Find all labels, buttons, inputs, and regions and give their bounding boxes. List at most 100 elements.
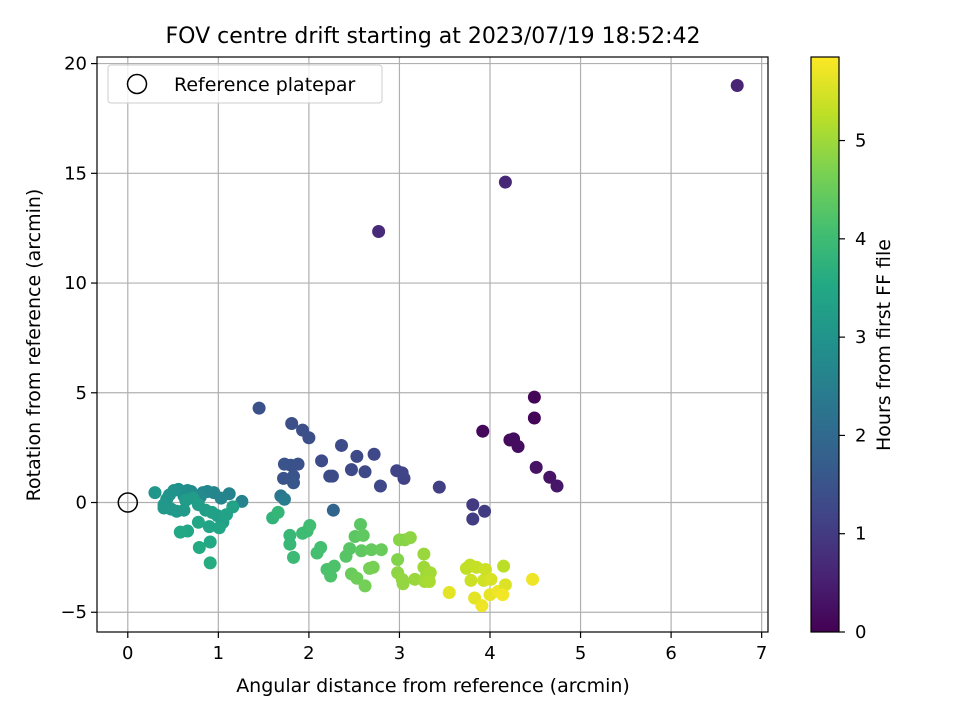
colorbar-tick-label: 4	[855, 229, 866, 250]
scatter-point	[526, 572, 540, 586]
scatter-point	[177, 503, 191, 517]
axes-frame	[96, 56, 769, 633]
scatter-point	[212, 521, 226, 535]
scatter-point	[527, 390, 541, 404]
scatter-point	[277, 457, 291, 471]
scatter-point	[395, 466, 409, 480]
colorbar	[810, 56, 840, 633]
legend-box	[107, 64, 383, 104]
scatter-point	[484, 572, 498, 586]
colorbar-tick-label: 5	[855, 131, 866, 152]
scatter-point	[324, 569, 338, 583]
scatter-point	[323, 469, 337, 483]
scatter-point	[373, 479, 387, 493]
scatter-point	[367, 447, 381, 461]
reference-marker-layer	[117, 492, 139, 513]
scatter-point	[391, 553, 405, 567]
scatter-point	[478, 504, 492, 518]
scatter-point	[396, 577, 410, 591]
scatter-point	[354, 544, 368, 558]
scatter-point	[466, 512, 480, 526]
scatter-point	[343, 542, 357, 556]
colorbar-label: Hours from first FF file	[873, 239, 895, 451]
scatter-point	[277, 492, 291, 506]
y-tick-label: −5	[60, 602, 87, 623]
scatter-point	[498, 578, 512, 592]
y-tick-label: 15	[64, 163, 87, 184]
colorbar-tick-label: 0	[855, 622, 866, 643]
scatter-point	[464, 573, 478, 587]
scatter-point	[296, 423, 310, 437]
scatter-point	[350, 449, 364, 463]
y-tick-label: 5	[76, 383, 87, 404]
scatter-point	[356, 528, 370, 542]
scatter-point	[148, 486, 162, 500]
x-axis-label: Angular distance from reference (arcmin)	[236, 675, 630, 697]
colorbar-tick-label: 3	[855, 327, 866, 348]
scatter-point	[285, 417, 299, 431]
scatter-point	[203, 556, 217, 570]
scatter-point	[442, 585, 456, 599]
legend: Reference platepar	[107, 64, 383, 104]
scatter-point	[226, 500, 240, 514]
x-tick-label: 6	[665, 643, 676, 664]
y-tick-label: 20	[64, 54, 87, 75]
scatter-point	[354, 517, 368, 531]
legend-label: Reference platepar	[174, 74, 356, 96]
scatter-point	[476, 424, 490, 438]
scatter-point	[550, 479, 564, 493]
scatter-point	[252, 401, 266, 415]
scatter-point	[422, 575, 436, 589]
data-points	[148, 79, 744, 613]
scatter-point	[496, 588, 510, 602]
legend-open-circle-marker	[126, 73, 148, 95]
scatter-point	[417, 547, 431, 561]
axis-ticks: 0 1 2 3 4 5 6 7 −5 0 5 10 15 20	[60, 54, 767, 664]
scatter-point	[527, 411, 541, 425]
scatter-point	[497, 559, 511, 573]
grid-lines	[97, 57, 768, 632]
scatter-point	[191, 515, 205, 529]
scatter-point	[334, 438, 348, 452]
x-tick-label: 4	[484, 643, 495, 664]
scatter-point	[730, 79, 744, 93]
scatter-point	[173, 525, 187, 539]
scatter-point	[511, 440, 525, 454]
y-tick-label: 10	[64, 273, 87, 294]
colorbar-tick-label: 1	[855, 524, 866, 545]
scatter-point	[283, 537, 297, 551]
scatter-point	[350, 571, 364, 585]
x-tick-label: 3	[394, 643, 405, 664]
x-tick-label: 7	[756, 643, 767, 664]
colorbar-tick-label: 2	[855, 425, 866, 446]
colorbar-ticks: 0 1 2 3 4 5	[839, 131, 866, 643]
scatter-point	[314, 541, 328, 555]
scatter-point	[315, 454, 329, 468]
scatter-point	[358, 465, 372, 479]
scatter-point	[366, 560, 380, 574]
scatter-point	[529, 460, 543, 474]
y-tick-label: 0	[76, 493, 87, 514]
x-tick-label: 5	[575, 643, 586, 664]
scatter-point	[543, 470, 557, 484]
reference-platepar-marker	[117, 492, 139, 513]
scatter-point	[466, 498, 480, 512]
scatter-point	[303, 519, 317, 533]
scatter-point	[277, 471, 291, 485]
chart-title: FOV centre drift starting at 2023/07/19 …	[166, 24, 701, 49]
scatter-point	[271, 505, 285, 519]
scatter-point	[374, 543, 388, 557]
x-tick-label: 0	[122, 643, 133, 664]
x-tick-label: 1	[213, 643, 224, 664]
scatter-point	[327, 559, 341, 573]
scatter-point	[344, 463, 358, 477]
scatter-point	[287, 476, 301, 490]
scatter-point	[202, 520, 216, 534]
y-axis-label: Rotation from reference (arcmin)	[23, 189, 45, 502]
scatter-point	[403, 531, 417, 545]
scatter-point	[326, 503, 340, 517]
scatter-point	[408, 572, 422, 586]
scatter-point	[364, 543, 378, 557]
scatter-point	[358, 579, 372, 593]
